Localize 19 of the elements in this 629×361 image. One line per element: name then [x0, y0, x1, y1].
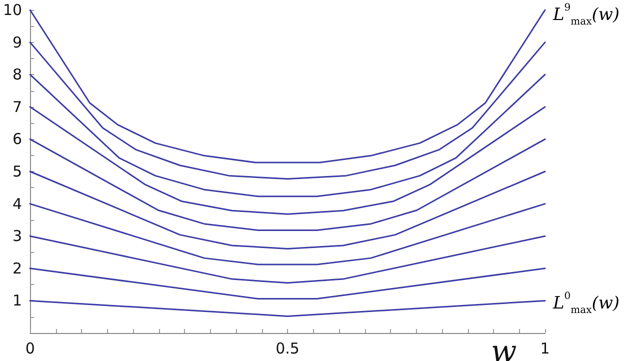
y-tick-label: 10 [2, 1, 22, 19]
y-tick-label: 8 [12, 66, 22, 84]
y-tick-label: 5 [12, 162, 22, 180]
line-series [29, 138, 546, 232]
line-series [29, 74, 546, 198]
y-tick-label: 2 [12, 259, 22, 278]
y-tick-label: 6 [12, 130, 22, 148]
y-tick-label: 7 [12, 98, 22, 116]
line-series [29, 106, 546, 215]
line-series [29, 170, 546, 250]
y-tick-label: 4 [12, 194, 22, 213]
y-tick-label: 3 [12, 227, 22, 246]
y-tick-label: 1 [12, 292, 22, 310]
line-series [29, 42, 546, 180]
x-tick-label: 0.5 [276, 340, 300, 358]
line-series [29, 9, 546, 164]
x-tick-label: 1 [540, 340, 550, 358]
y-tick-label: 9 [12, 33, 22, 52]
x-tick-label: 0 [25, 340, 35, 358]
